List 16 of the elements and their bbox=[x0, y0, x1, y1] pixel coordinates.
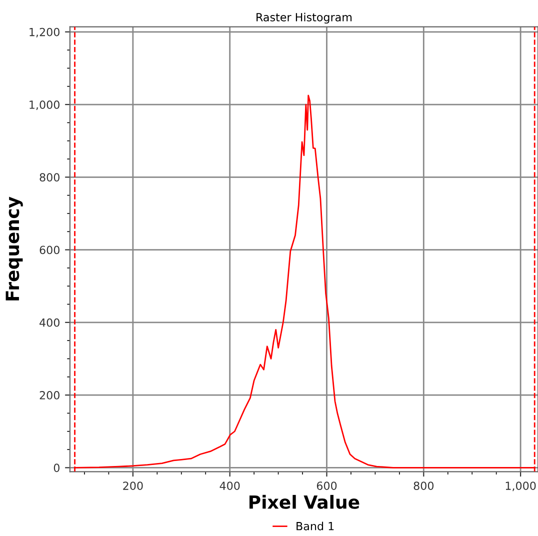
x-tick-label: 800 bbox=[414, 482, 434, 490]
y-tick-label: 1,000 bbox=[30, 100, 60, 110]
chart-title: Raster Histogram bbox=[256, 12, 352, 24]
y-tick-label: 200 bbox=[40, 391, 60, 400]
y-axis-title: Frequency bbox=[6, 196, 23, 300]
x-axis-title: Pixel Value bbox=[250, 494, 360, 509]
y-tick-label: 800 bbox=[40, 173, 60, 182]
y-tick-label: 600 bbox=[40, 246, 60, 254]
x-tick-label: 200 bbox=[123, 482, 143, 490]
x-tick-label: 1,000 bbox=[506, 482, 536, 492]
y-tick-label: 1,200 bbox=[30, 28, 60, 38]
legend-label: Band 1 bbox=[296, 522, 334, 530]
x-tick-label: 600 bbox=[316, 482, 337, 490]
x-tick-label: 400 bbox=[220, 482, 240, 490]
y-tick-label: 0 bbox=[54, 464, 60, 472]
y-tick-label: 400 bbox=[40, 318, 60, 327]
